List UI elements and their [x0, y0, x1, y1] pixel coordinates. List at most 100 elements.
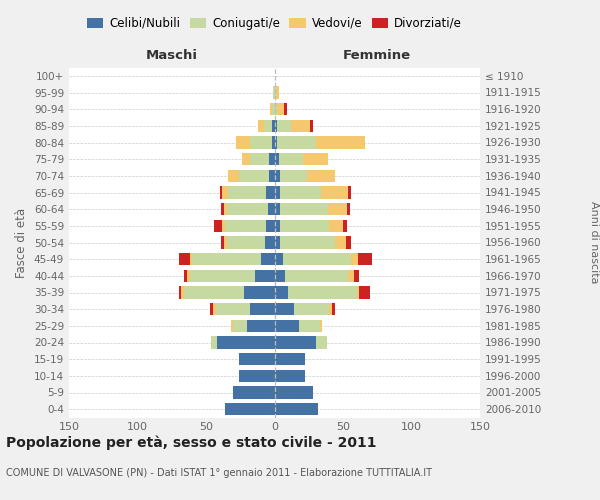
Bar: [221, 236, 224, 248]
Bar: [272, 120, 275, 132]
Bar: [224, 236, 227, 248]
Bar: [359, 286, 370, 298]
Bar: [280, 236, 335, 248]
Bar: [346, 236, 351, 248]
Bar: [190, 270, 256, 282]
Bar: [272, 136, 275, 149]
Bar: [265, 236, 275, 248]
Bar: [275, 370, 305, 382]
Bar: [275, 153, 278, 166]
Bar: [349, 270, 354, 282]
Bar: [358, 253, 372, 266]
Bar: [230, 320, 233, 332]
Bar: [283, 253, 351, 266]
Bar: [211, 336, 217, 349]
Bar: [258, 120, 263, 132]
Bar: [316, 136, 365, 149]
Bar: [228, 170, 239, 182]
Bar: [329, 303, 332, 316]
Bar: [275, 136, 277, 149]
Bar: [272, 103, 275, 116]
Bar: [273, 86, 275, 99]
Bar: [250, 153, 269, 166]
Bar: [316, 336, 326, 349]
Bar: [181, 286, 184, 298]
Bar: [275, 403, 319, 415]
Bar: [190, 253, 193, 266]
Bar: [343, 220, 347, 232]
Bar: [179, 253, 190, 266]
Bar: [303, 153, 328, 166]
Bar: [269, 170, 275, 182]
Bar: [242, 153, 250, 166]
Bar: [228, 186, 266, 198]
Bar: [239, 353, 275, 366]
Bar: [275, 170, 280, 182]
Bar: [275, 353, 305, 366]
Bar: [239, 370, 275, 382]
Bar: [278, 153, 303, 166]
Bar: [266, 220, 275, 232]
Bar: [286, 270, 349, 282]
Bar: [221, 203, 224, 215]
Bar: [215, 303, 250, 316]
Bar: [269, 153, 275, 166]
Bar: [193, 253, 261, 266]
Text: Anni di nascita: Anni di nascita: [589, 201, 599, 284]
Bar: [356, 286, 359, 298]
Bar: [307, 170, 335, 182]
Bar: [349, 186, 351, 198]
Bar: [224, 203, 227, 215]
Bar: [184, 286, 244, 298]
Bar: [187, 270, 190, 282]
Bar: [332, 303, 335, 316]
Bar: [277, 120, 291, 132]
Bar: [275, 186, 280, 198]
Bar: [277, 136, 316, 149]
Bar: [329, 220, 343, 232]
Bar: [277, 103, 284, 116]
Bar: [284, 103, 287, 116]
Bar: [351, 253, 358, 266]
Bar: [275, 253, 283, 266]
Bar: [223, 186, 228, 198]
Bar: [271, 103, 272, 116]
Bar: [210, 303, 213, 316]
Bar: [288, 286, 356, 298]
Bar: [244, 286, 275, 298]
Bar: [275, 120, 277, 132]
Bar: [268, 203, 275, 215]
Bar: [227, 203, 268, 215]
Bar: [213, 303, 215, 316]
Bar: [275, 270, 286, 282]
Bar: [354, 270, 359, 282]
Bar: [233, 320, 247, 332]
Bar: [223, 220, 225, 232]
Bar: [275, 220, 280, 232]
Bar: [217, 336, 275, 349]
Bar: [184, 270, 187, 282]
Bar: [280, 170, 307, 182]
Bar: [266, 186, 275, 198]
Bar: [280, 220, 329, 232]
Bar: [263, 120, 272, 132]
Bar: [214, 220, 223, 232]
Bar: [179, 286, 181, 298]
Bar: [293, 303, 329, 316]
Bar: [261, 253, 275, 266]
Bar: [227, 236, 265, 248]
Bar: [299, 320, 320, 332]
Bar: [233, 386, 275, 399]
Bar: [256, 270, 275, 282]
Bar: [250, 303, 275, 316]
Y-axis label: Fasce di età: Fasce di età: [16, 208, 28, 278]
Bar: [275, 86, 276, 99]
Bar: [320, 320, 322, 332]
Bar: [275, 203, 280, 215]
Text: Popolazione per età, sesso e stato civile - 2011: Popolazione per età, sesso e stato civil…: [6, 436, 377, 450]
Bar: [328, 203, 347, 215]
Bar: [275, 336, 316, 349]
Bar: [280, 186, 321, 198]
Bar: [275, 303, 293, 316]
Bar: [275, 286, 288, 298]
